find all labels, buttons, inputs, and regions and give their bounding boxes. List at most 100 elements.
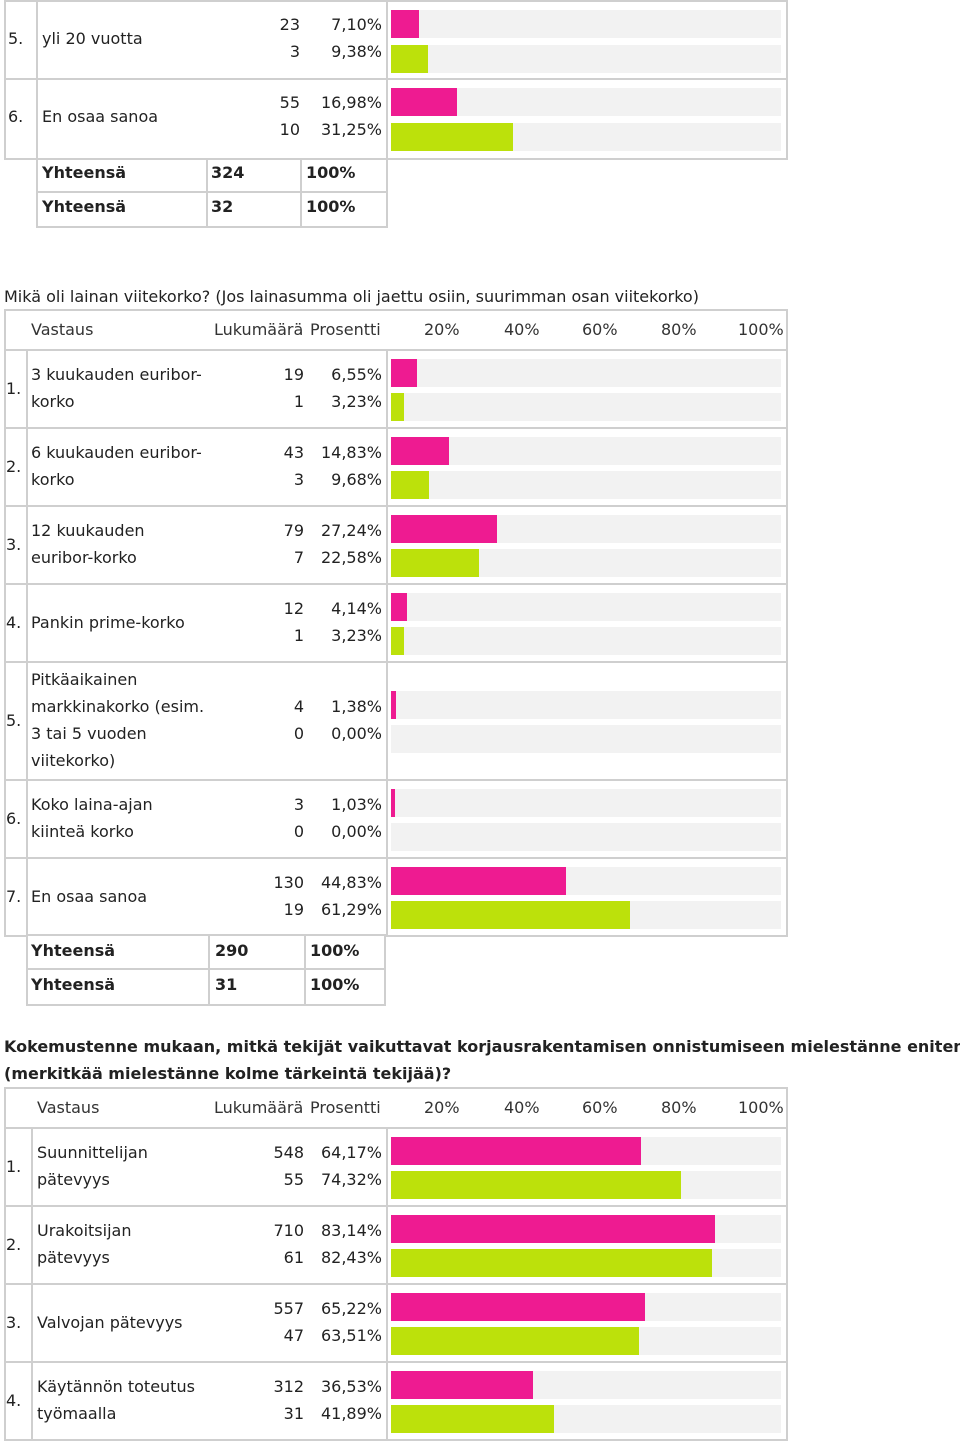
question-title-line-1: Kokemustenne mukaan, mitkä tekijät vaiku… <box>4 1037 960 1056</box>
row-number: 4. <box>6 1391 22 1410</box>
bar-track <box>391 393 781 421</box>
column-divider <box>26 427 28 507</box>
column-divider <box>386 349 388 429</box>
bar-track <box>391 45 781 73</box>
column-divider <box>26 857 28 937</box>
bar-series-1 <box>391 593 408 621</box>
bar-track <box>391 725 781 753</box>
bar-series-1 <box>391 867 566 895</box>
row-percent-1: 7,10% <box>331 15 382 34</box>
row-percent-1: 6,55% <box>331 365 382 384</box>
bar-series-1 <box>391 1371 534 1399</box>
row-count-1: 3 <box>293 795 304 814</box>
header-answer: Vastaus <box>37 1098 100 1117</box>
column-divider <box>386 1361 388 1441</box>
bar-series-1 <box>391 1215 716 1243</box>
row-count-1: 79 <box>283 521 304 540</box>
row-count-1: 19 <box>283 365 304 384</box>
row-percent-1: 64,17% <box>320 1143 382 1162</box>
row-label: Valvojan pätevyys <box>37 1312 183 1332</box>
section-1-table: 5. yli 20 vuotta 23 3 7,10% 9,38% 6. En … <box>0 0 960 230</box>
column-divider <box>386 505 388 585</box>
row-percent-1: 14,83% <box>320 443 382 462</box>
row-number: 4. <box>6 613 22 632</box>
bar-series-2 <box>391 123 513 151</box>
row-percent-2: 61,29% <box>320 900 382 919</box>
row-label: Suunnittelijan <box>37 1143 148 1162</box>
bar-track <box>391 1171 781 1199</box>
question-title-line-2: (merkitkää mielestänne kolme tärkeintä t… <box>4 1064 452 1083</box>
bar-series-1 <box>391 437 449 465</box>
column-divider <box>31 1205 33 1285</box>
header-tick: 40% <box>504 1098 540 1117</box>
bar-series-1 <box>391 88 458 116</box>
row-count-1: 12 <box>283 599 304 618</box>
bar-series-2 <box>391 1327 639 1355</box>
row-count-1: 710 <box>273 1221 304 1240</box>
row-label: markkinakorko (esim. <box>31 697 205 716</box>
header-count: Lukumäärä <box>214 1098 304 1117</box>
row-label: korko <box>31 470 75 489</box>
column-divider <box>386 1205 388 1285</box>
bar-series-1 <box>391 789 396 817</box>
row-percent-2: 3,23% <box>331 626 382 645</box>
totals-table <box>26 934 386 1006</box>
total-percent: 100% <box>310 941 360 960</box>
column-divider <box>26 583 28 663</box>
row-count-1: 548 <box>273 1143 304 1162</box>
row-percent-2: 9,68% <box>331 470 382 489</box>
column-divider <box>26 661 28 781</box>
row-percent-1: 65,22% <box>320 1299 382 1318</box>
total-count: 290 <box>215 941 249 960</box>
row-percent-2: 0,00% <box>331 724 382 743</box>
bar-track <box>391 359 781 387</box>
row-number: 6. <box>6 809 22 828</box>
header-tick: 100% <box>738 320 784 339</box>
bar-track <box>391 437 781 465</box>
total-percent: 100% <box>310 975 360 994</box>
bar-track <box>391 1293 781 1321</box>
row-percent-1: 1,38% <box>331 697 382 716</box>
row-label: työmaalla <box>37 1404 117 1423</box>
bar-track <box>391 627 781 655</box>
bar-series-2 <box>391 393 404 421</box>
total-label: Yhteensä <box>31 975 116 994</box>
column-divider <box>26 505 28 585</box>
row-label: 6 kuukauden euribor- <box>31 443 202 462</box>
bar-track <box>391 123 781 151</box>
bar-track <box>391 1249 781 1277</box>
total-percent: 100% <box>306 197 356 216</box>
row-label: yli 20 vuotta <box>42 29 143 48</box>
header-tick: 60% <box>582 320 618 339</box>
row-number: 1. <box>6 1157 22 1176</box>
row-label: Käytännön toteutus <box>37 1377 195 1396</box>
bar-series-1 <box>391 691 397 719</box>
bar-track <box>391 1371 781 1399</box>
total-label: Yhteensä <box>42 163 127 182</box>
bar-track <box>391 691 781 719</box>
row-percent-1: 27,24% <box>320 521 382 540</box>
row-label: 12 kuukauden <box>31 521 145 540</box>
bar-series-1 <box>391 359 417 387</box>
row-number: 2. <box>6 457 22 476</box>
bar-track <box>391 10 781 38</box>
row-percent-2: 9,38% <box>331 42 382 61</box>
bar-track <box>391 1137 781 1165</box>
header-tick: 80% <box>661 320 697 339</box>
row-number: 5. <box>8 29 24 48</box>
row-percent-2: 3,23% <box>331 392 382 411</box>
bar-series-2 <box>391 627 404 655</box>
bar-track <box>391 901 781 929</box>
row-count-1: 4 <box>293 697 304 716</box>
row-label: pätevyys <box>37 1170 110 1189</box>
row-label: korko <box>31 392 75 411</box>
bar-track <box>391 88 781 116</box>
bar-series-2 <box>391 1249 713 1277</box>
header-count: Lukumäärä <box>214 320 304 339</box>
table-header <box>4 309 788 351</box>
column-divider <box>26 349 28 429</box>
bar-series-2 <box>391 549 480 577</box>
row-count-2: 7 <box>293 548 304 567</box>
bar-track <box>391 471 781 499</box>
column-divider <box>386 427 388 507</box>
